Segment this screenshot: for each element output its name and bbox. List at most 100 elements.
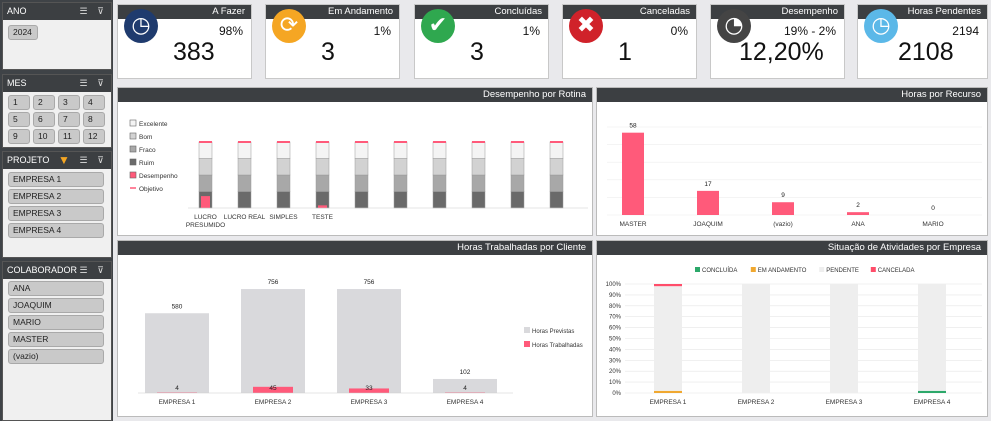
slicer-item-mes-11[interactable]: 11 xyxy=(58,129,80,144)
bar-ruim xyxy=(237,191,252,209)
bar-horas-previstas xyxy=(433,378,497,393)
clear-filter-icon[interactable]: ⊽ xyxy=(97,6,104,16)
kpi-card: A Fazer ◷ 98% 383 xyxy=(117,4,252,79)
multi-select-icon[interactable]: ☰ xyxy=(79,6,88,16)
slicer-item-projeto[interactable]: EMPRESA 4 xyxy=(8,223,104,238)
bar-bom xyxy=(276,158,291,176)
chart-horas-recurso: 58 MASTER 17 JOAQUIM 9 (vazio) 2 ANA 0 MARIO xyxy=(607,123,982,228)
slicer-item-colaborador[interactable]: JOAQUIM xyxy=(8,298,104,313)
slicer-item-mes-2[interactable]: 2 xyxy=(33,95,55,110)
x-tick-label: JOAQUIM xyxy=(693,221,723,228)
slicer-sidebar: ANO ☰ ⊽ 2024 MES ☰ ⊽ 1 2 3 4 5 6 7 8 9 10 11 12 PRO… xyxy=(0,0,113,421)
legend-swatch xyxy=(870,267,876,272)
legend-swatch xyxy=(129,119,137,127)
slicer-item-mes-7[interactable]: 7 xyxy=(58,112,80,127)
bar-joaquim xyxy=(697,190,719,215)
slicer-item-projeto[interactable]: EMPRESA 1 xyxy=(8,172,104,187)
panel-horas-recurso: Horas por Recurso 58 MASTER 17 JOAQUIM 9 (vaz… xyxy=(596,87,988,236)
kpi-percent: 0% xyxy=(670,24,688,38)
legend-label: Horas Previstas xyxy=(532,329,574,335)
slicer-item-mes-3[interactable]: 3 xyxy=(58,95,80,110)
slicer-mes: MES ☰ ⊽ 1 2 3 4 5 6 7 8 9 10 11 12 xyxy=(2,74,112,148)
slicer-item-mes-12[interactable]: 12 xyxy=(83,129,105,144)
data-label: 9 xyxy=(781,192,785,199)
x-tick-label: MASTER xyxy=(619,221,646,228)
panel-situacao-empresa: Situação de Atividades por Empresa CONCL… xyxy=(596,240,988,417)
kpi-value: 383 xyxy=(173,38,215,66)
bar-bom xyxy=(315,158,330,176)
multi-select-icon[interactable]: ☰ xyxy=(79,265,88,275)
bar-master xyxy=(622,132,644,215)
y-tick-label: 20% xyxy=(609,369,622,375)
legend-swatch xyxy=(129,158,137,166)
bar-cancelada xyxy=(654,284,682,287)
bar-fraco xyxy=(432,174,447,192)
bar-horas-previstas xyxy=(145,313,209,393)
bar-concluída xyxy=(918,390,946,393)
bar-excelente xyxy=(354,141,369,159)
bar-bom xyxy=(549,158,564,176)
slicer-ano: ANO ☰ ⊽ 2024 xyxy=(2,2,112,70)
bar-excelente xyxy=(471,141,486,159)
data-label: 17 xyxy=(704,181,712,188)
data-label: 756 xyxy=(364,279,375,286)
chart-horas-cliente: 580 4 EMPRESA 1 756 45 EMPRESA 2 756 33 EMPRESA … xyxy=(138,279,583,406)
bar-ruim xyxy=(354,191,369,209)
multi-select-icon[interactable]: ☰ xyxy=(79,155,88,165)
clear-filter-icon[interactable]: ⊽ xyxy=(97,78,104,88)
bar-ruim xyxy=(471,191,486,209)
kpi-percent: 1% xyxy=(373,24,391,38)
kpi-card: Concluídas ✔ 1% 3 xyxy=(414,4,549,79)
kpi-percent: 2194 xyxy=(952,24,979,38)
legend-label: Excelente xyxy=(139,121,168,128)
slicer-item-mes-5[interactable]: 5 xyxy=(8,112,30,127)
panel-title: Desempenho por Rotina xyxy=(118,88,592,102)
slicer-item-colaborador[interactable]: ANA xyxy=(8,281,104,296)
slicer-item-mes-6[interactable]: 6 xyxy=(33,112,55,127)
bar-fraco xyxy=(276,174,291,192)
slicer-item-mes-4[interactable]: 4 xyxy=(83,95,105,110)
slicer-item-projeto[interactable]: EMPRESA 2 xyxy=(8,189,104,204)
legend-label: EM ANDAMENTO xyxy=(758,268,807,274)
slicer-item-mes-10[interactable]: 10 xyxy=(33,129,55,144)
kpi-value: 3 xyxy=(321,38,335,66)
slicer-item-colaborador[interactable]: MASTER xyxy=(8,332,104,347)
chart-situacao-empresa: CONCLUÍDA EM ANDAMENTO PENDENTE CANCELADA 0%… xyxy=(606,267,982,406)
panel-horas-cliente: Horas Trabalhadas por Cliente 580 4 EMPRES… xyxy=(117,240,593,417)
legend-label: Desempenho xyxy=(139,173,178,180)
bar-horas-previstas xyxy=(337,289,401,393)
legend-swatch xyxy=(524,327,530,333)
slicer-item-mes-8[interactable]: 8 xyxy=(83,112,105,127)
slicer-item-2024[interactable]: 2024 xyxy=(8,25,38,40)
clear-filter-icon[interactable]: ⊽ xyxy=(97,265,104,275)
slicer-item-colaborador[interactable]: (vazio) xyxy=(8,349,104,364)
multi-select-icon[interactable]: ☰ xyxy=(79,78,88,88)
bar-excelente xyxy=(237,141,252,159)
kpi-card: Em Andamento ⟳ 1% 3 xyxy=(265,4,400,79)
bar-excelente xyxy=(276,141,291,159)
legend-swatch xyxy=(819,267,825,272)
bar-fraco xyxy=(354,174,369,192)
bar-bom xyxy=(510,158,525,176)
slicer-item-projeto[interactable]: EMPRESA 3 xyxy=(8,206,104,221)
filter-active-icon[interactable]: ▼ xyxy=(58,153,70,167)
x-tick-label: MARIO xyxy=(922,221,943,228)
x-tick-label: TESTE xyxy=(312,214,334,221)
slicer-item-colaborador[interactable]: MARIO xyxy=(8,315,104,330)
bar-bom xyxy=(198,158,213,176)
bar-pendente xyxy=(830,284,858,393)
bar-bom xyxy=(237,158,252,176)
legend-swatch xyxy=(129,171,137,179)
bar-desempenho xyxy=(201,196,210,208)
slicer-item-mes-1[interactable]: 1 xyxy=(8,95,30,110)
panel-title: Horas Trabalhadas por Cliente xyxy=(118,241,592,255)
slicer-title: MES xyxy=(7,78,27,88)
y-tick-label: 60% xyxy=(609,326,622,332)
data-label: 4 xyxy=(175,385,179,392)
clear-filter-icon[interactable]: ⊽ xyxy=(97,155,104,165)
bar-fraco xyxy=(393,174,408,192)
data-label: 756 xyxy=(268,279,279,286)
x-tick-label: ANA xyxy=(851,221,865,228)
slicer-item-mes-9[interactable]: 9 xyxy=(8,129,30,144)
data-label: 2 xyxy=(856,202,860,209)
